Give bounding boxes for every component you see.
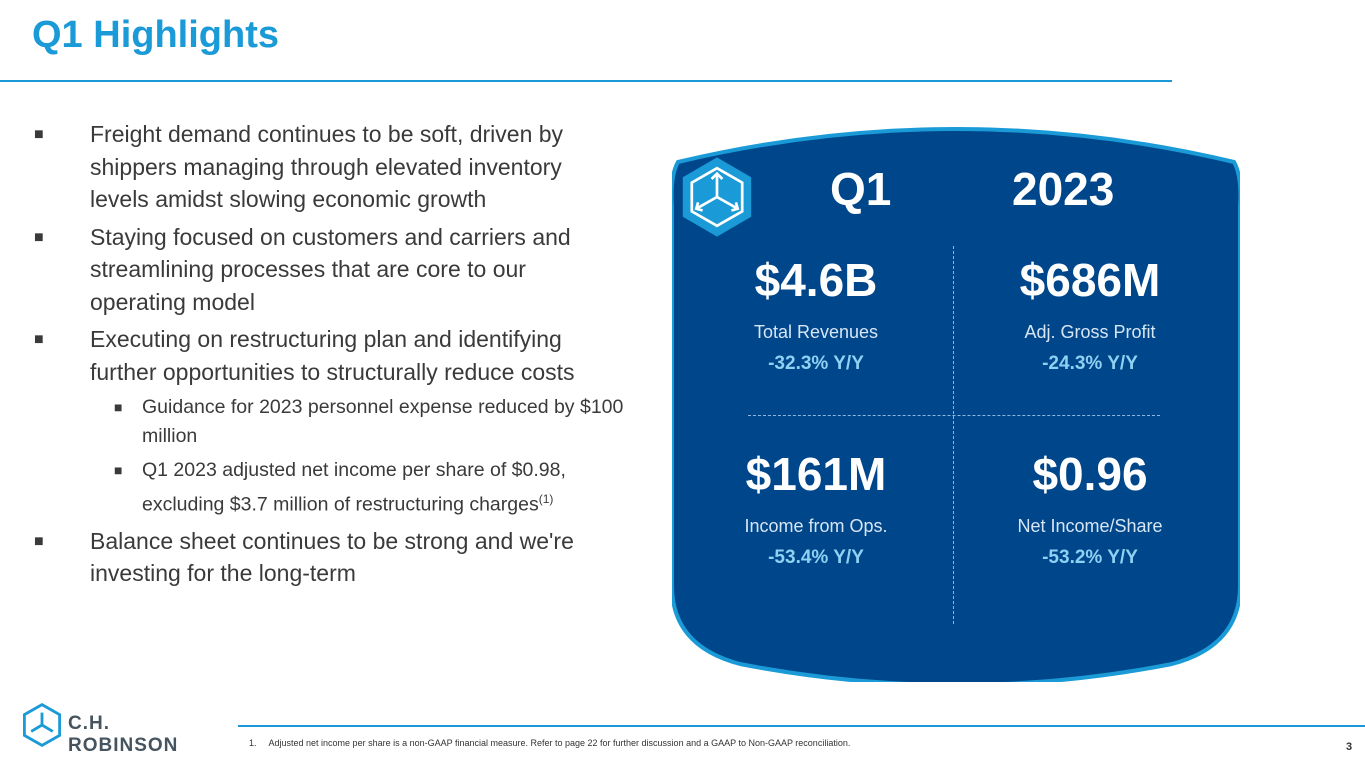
metric-value: $0.96 (1032, 448, 1148, 500)
sub-bullet-text: Guidance for 2023 personnel expense redu… (142, 396, 624, 447)
bullet-text: Executing on restructuring plan and iden… (90, 326, 575, 385)
chr-cube-logo-icon (23, 703, 61, 747)
page-number: 3 (1346, 741, 1353, 753)
footnote: 1. Adjusted net income per share is a no… (249, 738, 851, 748)
metric-total-revenues: $4.6B Total Revenues -32.3% Y/Y (676, 254, 956, 375)
bullet-text: Freight demand continues to be soft, dri… (90, 121, 564, 212)
metric-income-from-ops: $161M Income from Ops. -53.4% Y/Y (676, 448, 956, 569)
metric-label: Income from Ops. (744, 516, 888, 536)
vertical-divider (953, 246, 954, 624)
bullet-text: Staying focused on customers and carrier… (90, 223, 571, 315)
metric-label: Net Income/Share (1017, 516, 1163, 536)
bullet-square-icon: ■ (34, 126, 44, 143)
bullet-square-icon: ■ (34, 331, 44, 348)
bullet-item: ■ Balance sheet continues to be strong an… (34, 525, 624, 590)
sub-bullet-item: ■ Q1 2023 adjusted net income per share o… (34, 456, 624, 519)
company-logo: C.H. ROBINSON (22, 703, 222, 756)
bullet-item: ■ Executing on restructuring plan and ide… (34, 323, 624, 388)
bullet-square-icon: ■ (34, 228, 44, 246)
metrics-panel: Q1 2023 $4.6B Total Revenues -32.3% Y/Y … (672, 116, 1240, 682)
panel-shape (672, 127, 1240, 682)
chr-cube-logo-icon (682, 157, 752, 237)
bullet-item: ■ Freight demand continues to be soft, dr… (34, 118, 624, 216)
quarter-label: Q1 (830, 163, 892, 215)
bullet-square-icon: ■ (114, 462, 123, 478)
year-label: 2023 (1012, 163, 1115, 215)
brand-name: C.H. ROBINSON (68, 713, 179, 756)
horizontal-divider (748, 415, 1160, 416)
footnote-ref: (1) (538, 491, 554, 506)
sub-bullet-item: ■ Guidance for 2023 personnel expense red… (34, 393, 624, 450)
panel-header: Q1 2023 (672, 152, 1240, 237)
metric-net-income-per-share: $0.96 Net Income/Share -53.2% Y/Y (950, 448, 1230, 569)
footer-divider (238, 725, 1365, 727)
bullet-item: ■ Staying focused on customers and carrie… (34, 221, 624, 319)
bullet-square-icon: ■ (34, 532, 44, 550)
metric-label: Adj. Gross Profit (1024, 322, 1156, 342)
bullet-text: Balance sheet continues to be strong and… (90, 527, 574, 587)
metric-change: -24.3% Y/Y (1042, 353, 1138, 374)
metric-change: -32.3% Y/Y (768, 353, 864, 374)
metric-value: $4.6B (754, 254, 878, 306)
metric-value: $686M (1019, 254, 1161, 306)
slide-title: Q1 Highlights (32, 14, 279, 56)
metric-change: -53.4% Y/Y (768, 547, 864, 568)
highlights-list: ■ Freight demand continues to be soft, dr… (34, 118, 624, 595)
title-divider (0, 80, 1172, 82)
metric-change: -53.2% Y/Y (1042, 547, 1138, 568)
sub-bullet-text: Q1 2023 adjusted net income per share of… (142, 459, 566, 515)
bullet-square-icon: ■ (114, 399, 123, 415)
metric-value: $161M (745, 448, 887, 500)
metric-label: Total Revenues (753, 322, 879, 342)
metric-adj-gross-profit: $686M Adj. Gross Profit -24.3% Y/Y (950, 254, 1230, 375)
